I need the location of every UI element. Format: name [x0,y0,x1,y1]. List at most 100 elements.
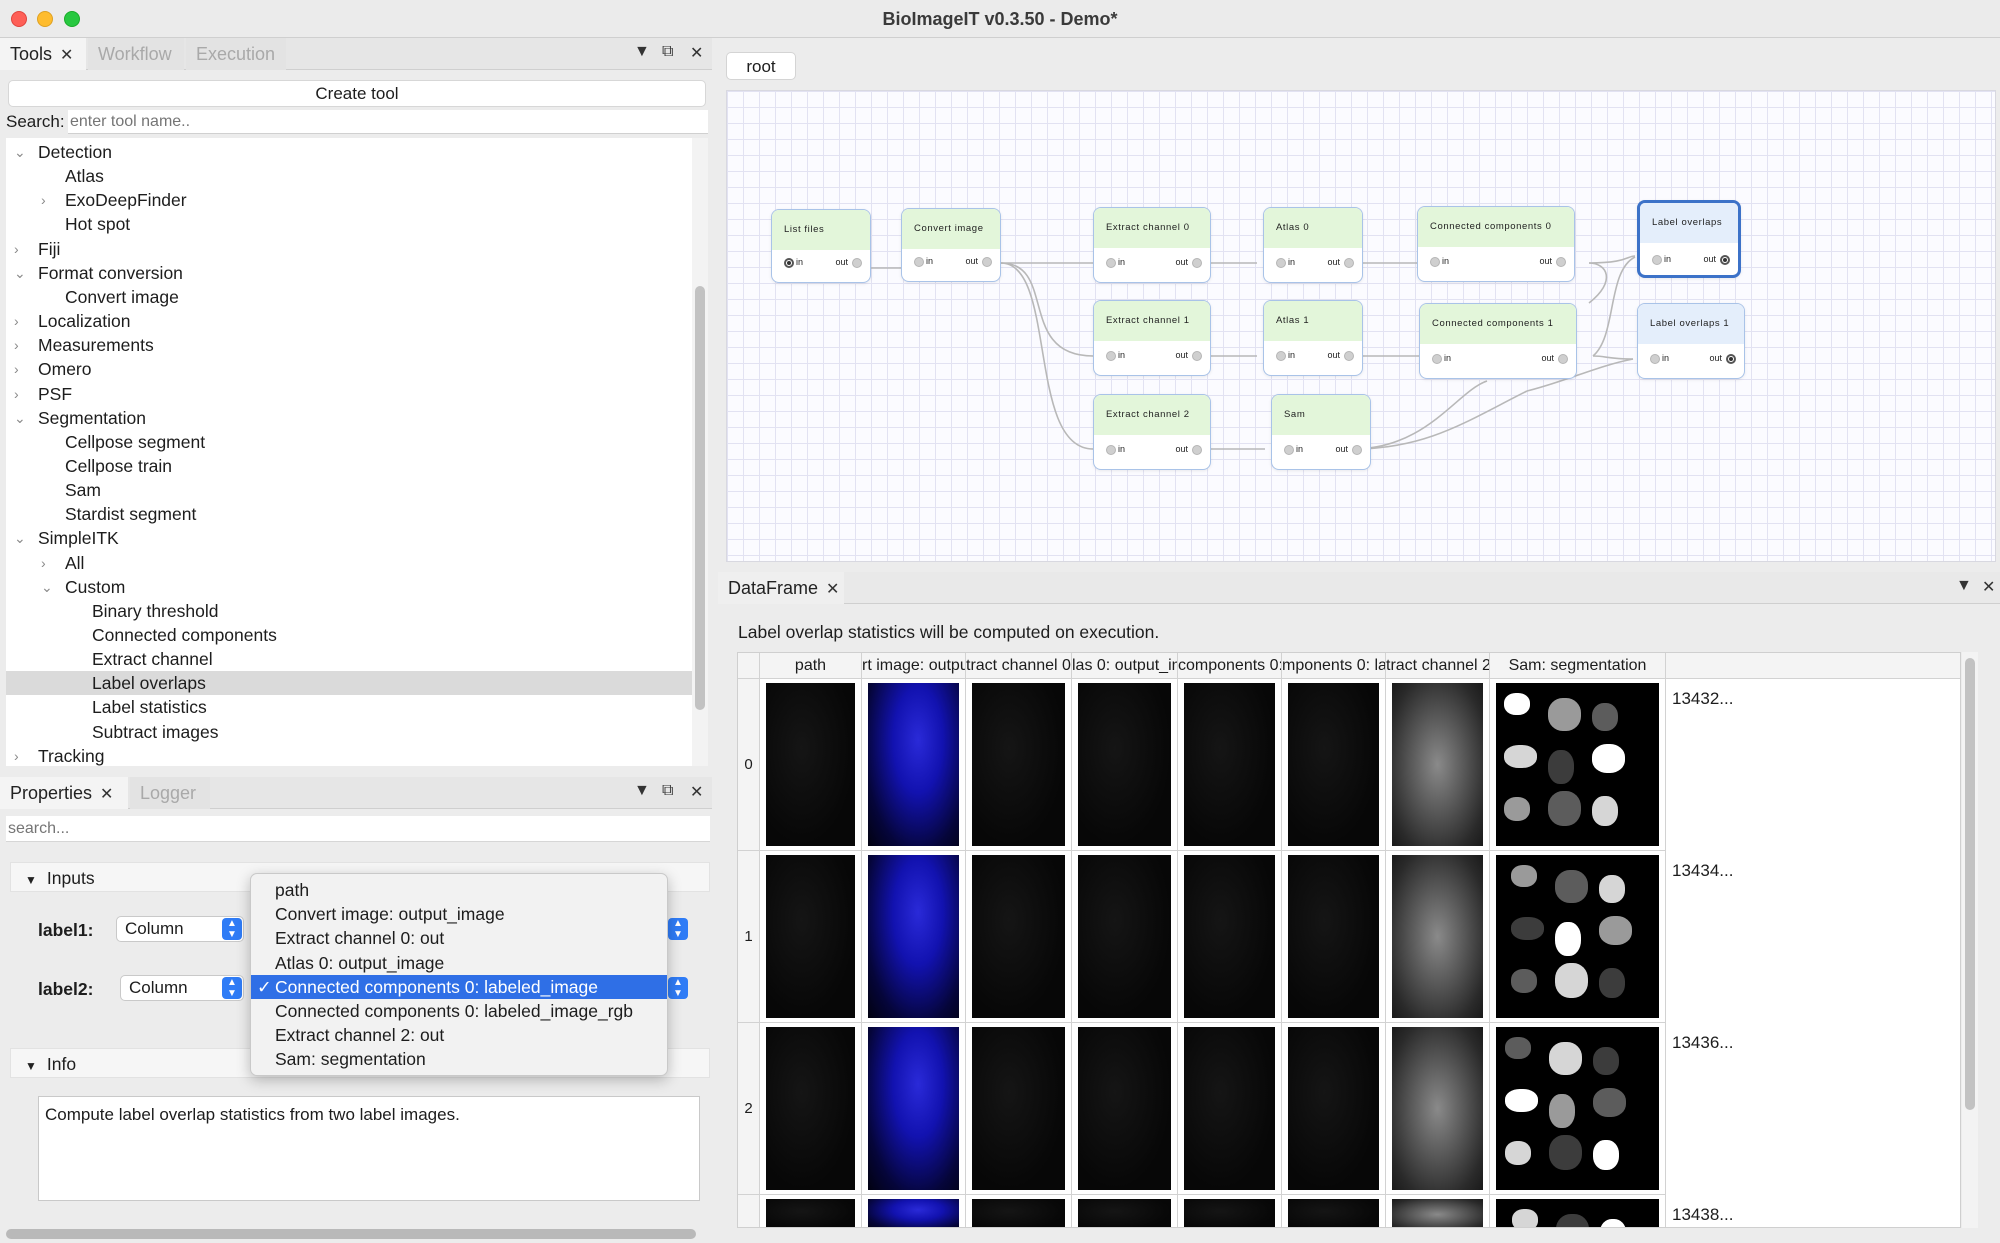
label1-type-combo[interactable]: Column ▲ ▼ [116,916,244,942]
input-port-icon[interactable] [784,258,794,268]
close-window-button[interactable] [11,11,27,27]
table-cell[interactable] [1386,1195,1490,1227]
row-header[interactable]: 2 [738,1023,760,1195]
output-port-icon[interactable] [1558,354,1568,364]
input-port-icon[interactable] [914,257,924,267]
column-header[interactable]: mponents 0: label [1282,653,1386,679]
table-cell[interactable] [1490,851,1666,1023]
tree-item[interactable]: › PSF [6,382,692,406]
tree-item[interactable]: › Tracking [6,744,692,766]
output-port-icon[interactable] [1556,257,1566,267]
properties-horizontal-scrollbar[interactable] [6,1229,696,1239]
output-port-icon[interactable] [982,257,992,267]
tab-logger[interactable]: Logger [130,777,210,809]
table-cell[interactable] [1072,1023,1178,1195]
column-header[interactable]: Sam: segmentation [1490,653,1666,679]
output-port-icon[interactable] [1192,258,1202,268]
output-port-icon[interactable] [1352,445,1362,455]
table-cell[interactable] [760,679,862,851]
table-cell[interactable] [862,1023,966,1195]
dropdown-option[interactable]: Extract channel 2: out [251,1023,667,1047]
graph-node-atlas0[interactable]: Atlas 0 in out [1263,207,1363,283]
tree-item[interactable]: ⌄ Custom [6,575,692,599]
tree-item[interactable]: Label statistics [6,695,692,719]
table-cell[interactable] [1072,851,1178,1023]
input-port-icon[interactable] [1276,258,1286,268]
graph-node-sam[interactable]: Sam in out [1271,394,1371,470]
table-cell[interactable] [760,1023,862,1195]
tab-properties[interactable]: Properties ✕ [0,777,128,809]
label2-value-chevron-icon[interactable]: ▲ ▼ [668,977,688,999]
dock-close-icon[interactable]: ✕ [690,45,704,62]
graph-node-extract1[interactable]: Extract channel 1 in out [1093,300,1211,376]
column-header[interactable]: path [760,653,862,679]
tree-item[interactable]: Convert image [6,285,692,309]
table-cell[interactable] [1386,851,1490,1023]
dropdown-option[interactable]: Sam: segmentation [251,1047,667,1071]
dock-close-icon[interactable]: ✕ [1982,579,1996,596]
chevron-down-icon[interactable]: ⌄ [14,530,26,547]
column-header[interactable]: las 0: output_ima [1072,653,1178,679]
output-port-icon[interactable] [1720,255,1730,265]
tab-tools[interactable]: Tools ✕ [0,38,86,70]
dock-close-icon[interactable]: ✕ [690,784,704,801]
dropdown-option[interactable]: Convert image: output_image [251,902,667,926]
undock-icon[interactable]: ⧉ [662,782,674,799]
column-header[interactable]: tract channel 0: c [966,653,1072,679]
table-cell[interactable] [966,851,1072,1023]
table-cell[interactable] [1178,679,1282,851]
table-cell[interactable] [1282,851,1386,1023]
graph-node-extract2[interactable]: Extract channel 2 in out [1093,394,1211,470]
tree-item[interactable]: Hot spot [6,212,692,236]
column-header[interactable]: rt image: output_ [862,653,966,679]
table-cell[interactable] [1072,1195,1178,1227]
table-cell[interactable] [862,851,966,1023]
input-port-icon[interactable] [1106,351,1116,361]
dataframe-scrollbar[interactable] [1962,652,1978,1228]
graph-node-atlas1[interactable]: Atlas 1 in out [1263,300,1363,376]
dock-menu-icon[interactable]: ▼ [634,43,650,60]
chevron-right-icon[interactable]: › [41,192,46,209]
graph-node-lo1[interactable]: Label overlaps 1 in out [1637,303,1745,379]
tree-item[interactable]: Atlas [6,164,692,188]
graph-node-list-files[interactable]: List files in out [771,209,871,283]
output-port-icon[interactable] [1192,351,1202,361]
tree-item[interactable]: Cellpose train [6,454,692,478]
chevron-right-icon[interactable]: › [14,337,19,354]
dataframe-scroll-thumb[interactable] [1965,658,1975,1110]
tree-item[interactable]: Cellpose segment [6,430,692,454]
graph-node-cc0[interactable]: Connected components 0 in out [1417,206,1575,282]
table-cell[interactable] [1178,1023,1282,1195]
table-cell[interactable] [1490,1195,1666,1227]
output-port-icon[interactable] [1344,351,1354,361]
tab-workflow[interactable]: Workflow [88,38,184,70]
graph-node-convert-image[interactable]: Convert image in out [901,208,1001,282]
graph-node-extract0[interactable]: Extract channel 0 in out [1093,207,1211,283]
chevron-right-icon[interactable]: › [14,361,19,378]
tab-execution[interactable]: Execution [186,38,286,70]
minimize-window-button[interactable] [37,11,53,27]
output-port-icon[interactable] [1192,445,1202,455]
close-icon[interactable]: ✕ [100,786,114,803]
tree-item[interactable]: Subtract images [6,720,692,744]
dock-menu-icon[interactable]: ▼ [1956,577,1972,594]
table-cell[interactable] [1178,851,1282,1023]
input-port-icon[interactable] [1284,445,1294,455]
table-cell-value[interactable]: 13438... [1672,1205,1734,1224]
tree-item[interactable]: Binary threshold [6,599,692,623]
table-cell[interactable] [862,1195,966,1227]
tree-item[interactable]: ⌄ Detection [6,140,692,164]
properties-search-input[interactable] [6,816,710,842]
output-port-icon[interactable] [1726,354,1736,364]
dropdown-option[interactable]: ✓ Connected components 0: labeled_image [251,974,667,999]
input-port-icon[interactable] [1652,255,1662,265]
tree-item[interactable]: Sam [6,478,692,502]
chevron-right-icon[interactable]: › [14,385,19,402]
zoom-window-button[interactable] [64,11,80,27]
tree-item[interactable]: › Omero [6,357,692,381]
table-cell[interactable] [760,851,862,1023]
input-port-icon[interactable] [1276,351,1286,361]
tree-item[interactable]: Label overlaps [6,671,692,696]
table-cell-value[interactable]: 13436... [1672,1033,1734,1052]
tools-search-input[interactable] [68,110,708,134]
